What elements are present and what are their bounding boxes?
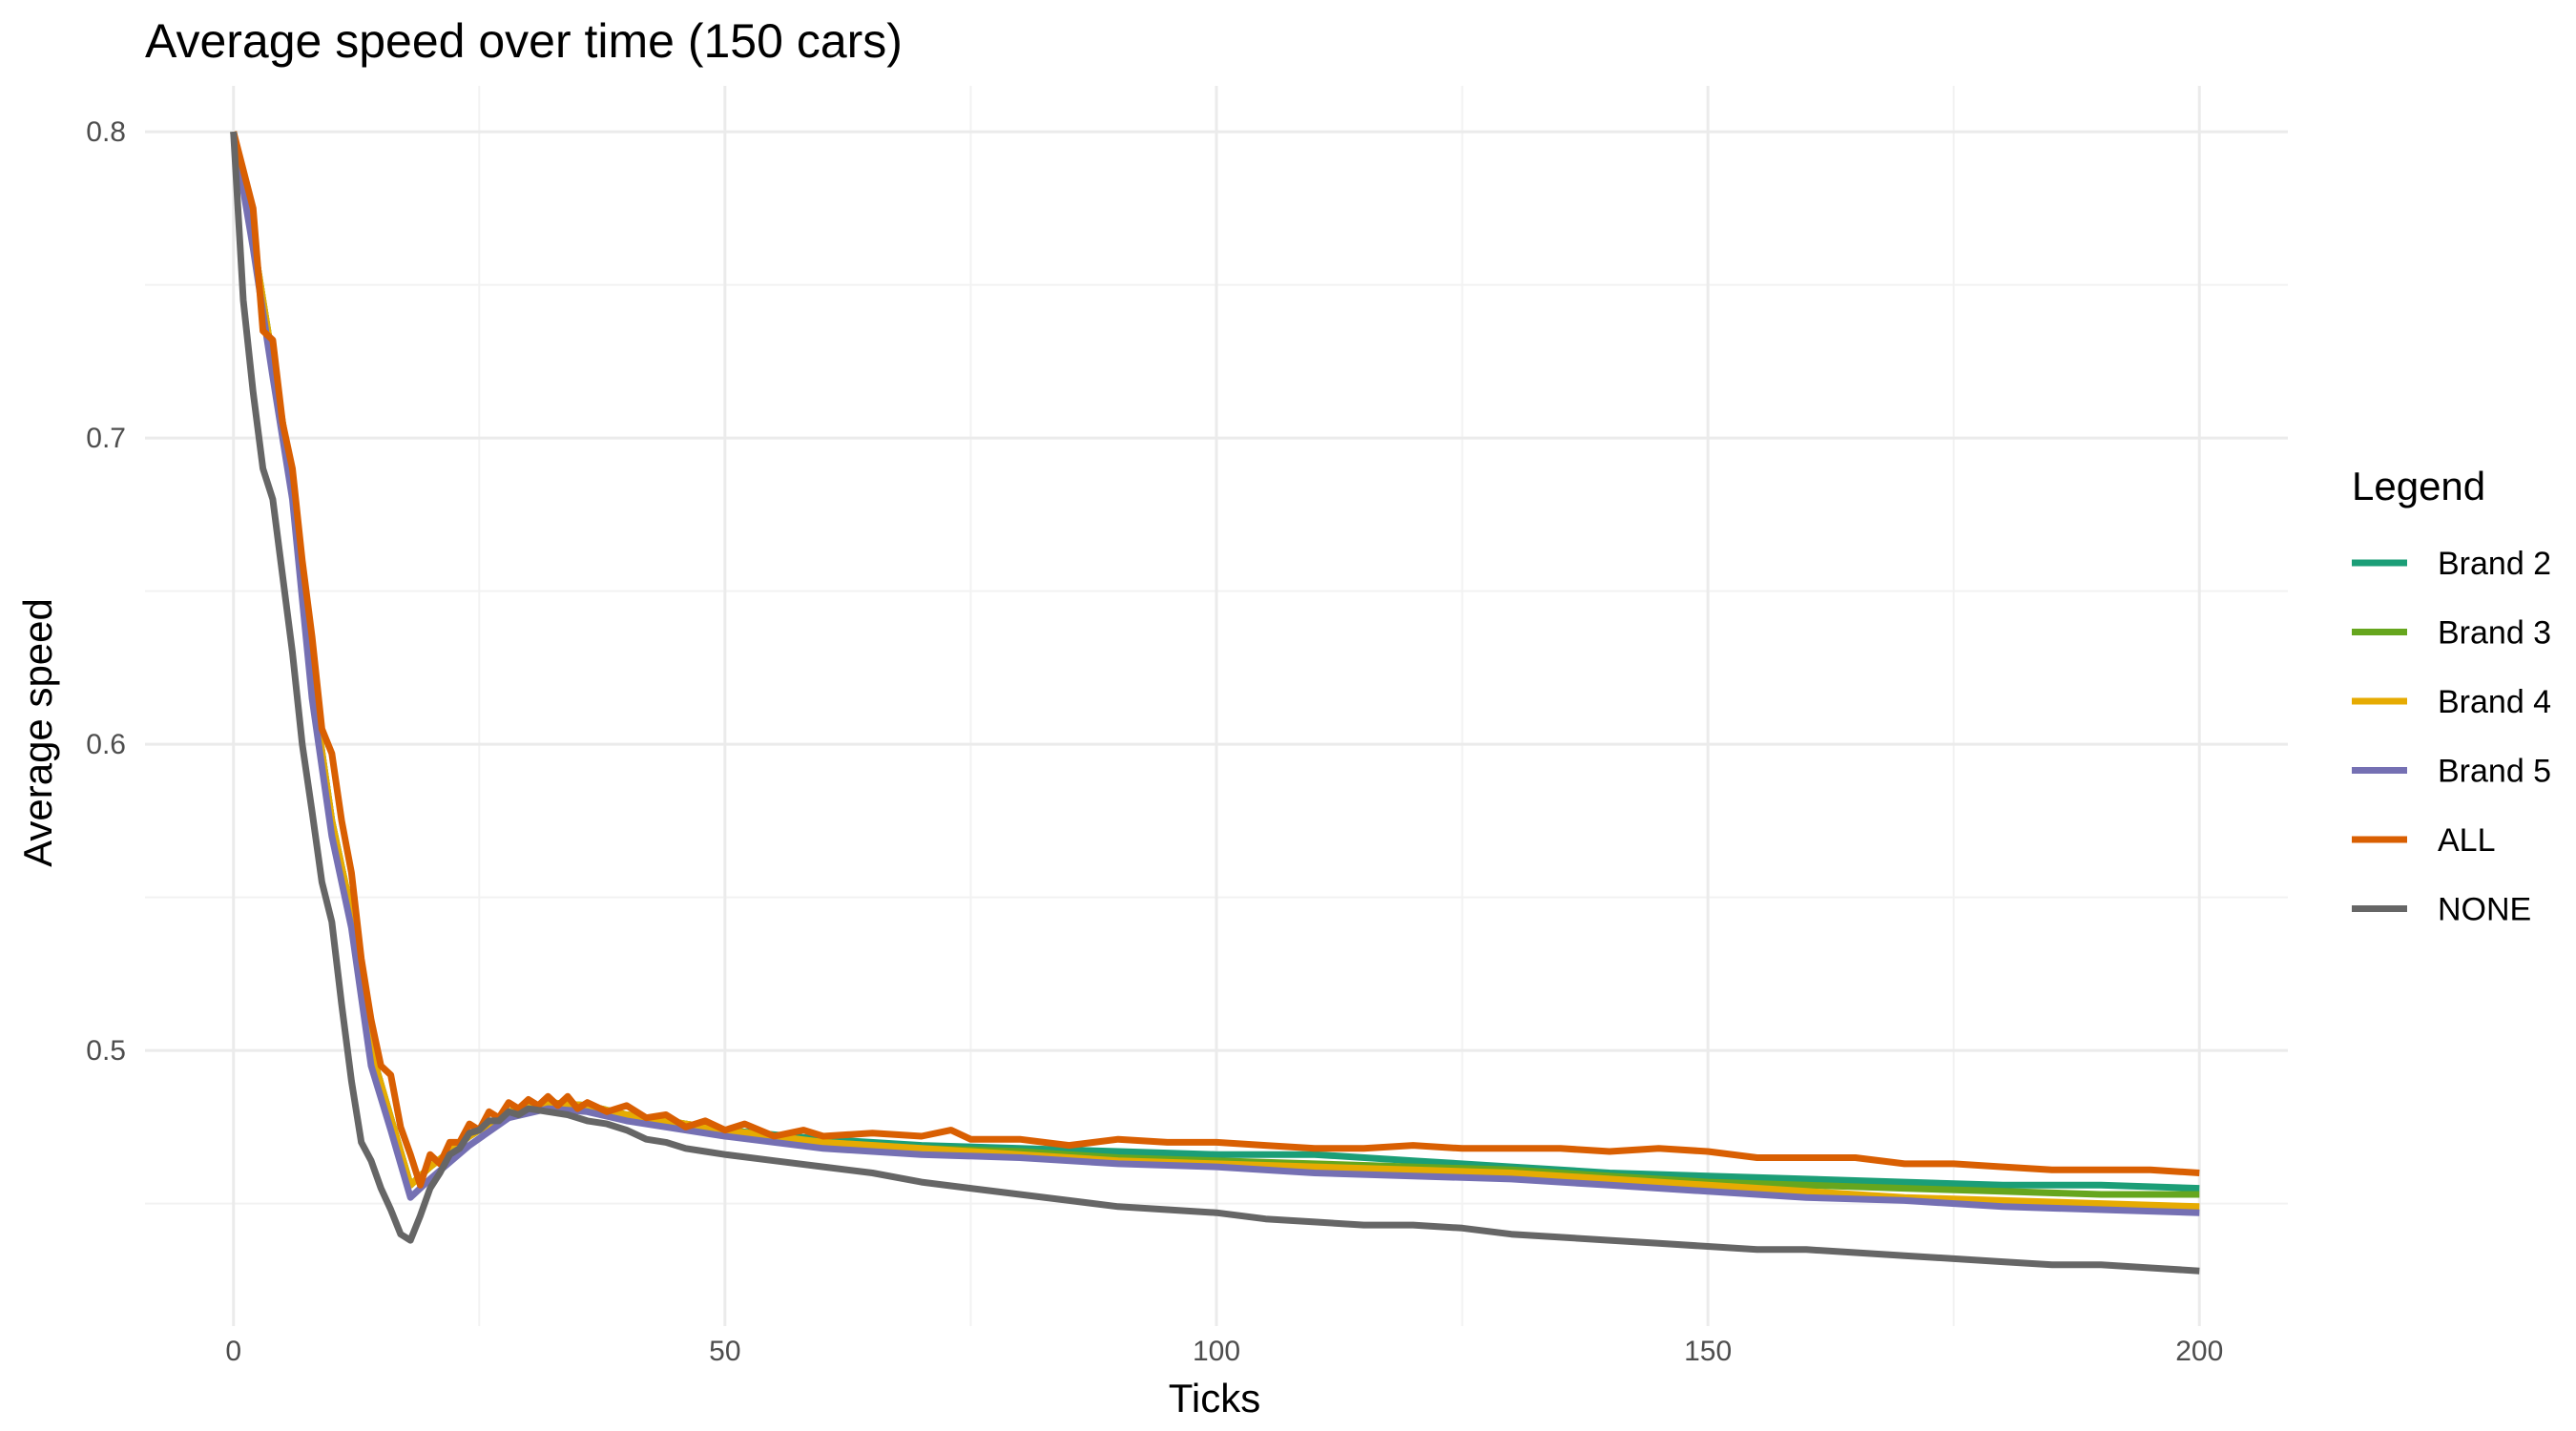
legend-title: Legend bbox=[2352, 464, 2485, 508]
x-tick-label: 100 bbox=[1193, 1336, 1240, 1367]
x-tick-label: 50 bbox=[709, 1336, 740, 1367]
legend-label: Brand 5 bbox=[2438, 754, 2551, 790]
y-tick-label: 0.8 bbox=[86, 116, 126, 148]
y-tick-label: 0.6 bbox=[86, 729, 126, 760]
chart-title: Average speed over time (150 cars) bbox=[145, 14, 903, 68]
series-lines bbox=[230, 131, 2200, 1275]
x-tick-label: 200 bbox=[2175, 1336, 2223, 1367]
legend-label: ALL bbox=[2438, 822, 2496, 859]
x-tick-label: 150 bbox=[1684, 1336, 1732, 1367]
x-tick-label: 0 bbox=[225, 1336, 241, 1367]
y-tick-label: 0.5 bbox=[86, 1035, 126, 1067]
legend-label: Brand 2 bbox=[2438, 546, 2551, 582]
plot-grid bbox=[145, 86, 2288, 1326]
legend: Legend Brand 2 Brand 3 Brand 4 Brand 5 ALL NO… bbox=[2352, 464, 2551, 928]
y-axis-title: Average speed bbox=[15, 598, 60, 867]
legend-label: NONE bbox=[2438, 892, 2531, 928]
y-tick-label: 0.7 bbox=[86, 423, 126, 454]
axis-ticks: 0 50 100 150 200 0.5 0.6 0.7 0.8 bbox=[86, 116, 2223, 1367]
series-line-none bbox=[230, 131, 2200, 1275]
legend-label: Brand 3 bbox=[2438, 615, 2551, 652]
legend-label: Brand 4 bbox=[2438, 684, 2551, 720]
series-line-brand-5 bbox=[230, 131, 2200, 1216]
x-axis-title: Ticks bbox=[1169, 1376, 1260, 1421]
series-line-all bbox=[230, 131, 2200, 1189]
